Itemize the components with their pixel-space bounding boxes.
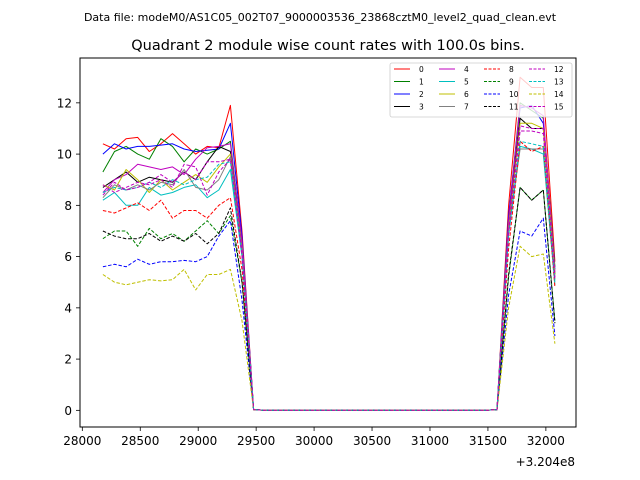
x-tick-label: 28500 xyxy=(121,434,159,448)
legend-label-6: 6 xyxy=(464,90,469,99)
legend-label-0: 0 xyxy=(419,65,424,74)
series-line-13 xyxy=(102,140,556,411)
series-line-3 xyxy=(102,117,556,411)
y-tick-label: 8 xyxy=(64,199,72,213)
legend-label-11: 11 xyxy=(509,103,519,112)
x-tick-label: 29500 xyxy=(237,434,275,448)
legend-label-13: 13 xyxy=(554,78,564,87)
y-tick-label: 10 xyxy=(57,148,72,162)
x-tick-label: 29000 xyxy=(179,434,217,448)
x-tick-label: 30000 xyxy=(295,434,333,448)
series-line-4 xyxy=(102,104,556,411)
plot-lines xyxy=(102,76,556,411)
legend-label-10: 10 xyxy=(509,90,519,99)
legend-label-3: 3 xyxy=(419,103,424,112)
series-line-12 xyxy=(102,130,556,411)
x-tick-label: 31000 xyxy=(411,434,449,448)
legend-label-1: 1 xyxy=(419,78,424,87)
x-offset-label: +3.204e8 xyxy=(516,455,575,469)
y-tick-label: 6 xyxy=(64,250,72,264)
x-tick-label: 32000 xyxy=(527,434,565,448)
legend-label-5: 5 xyxy=(464,78,469,87)
y-tick-label: 12 xyxy=(57,96,72,110)
legend-label-8: 8 xyxy=(509,65,514,74)
series-line-9 xyxy=(102,186,556,411)
series-line-1 xyxy=(102,102,556,411)
legend-box xyxy=(389,62,573,118)
series-line-15 xyxy=(102,125,556,411)
legend-label-4: 4 xyxy=(464,65,469,74)
legend-label-7: 7 xyxy=(464,103,469,112)
x-axis: 28000 28500 29000 29500 30000 30500 31000 31500… xyxy=(63,427,565,448)
x-tick-label: 28000 xyxy=(63,434,101,448)
series-line-14 xyxy=(102,245,556,411)
series-line-0 xyxy=(102,76,556,411)
y-tick-label: 0 xyxy=(64,404,72,418)
legend-label-12: 12 xyxy=(554,65,564,74)
series-line-11 xyxy=(102,186,556,411)
y-axis: 0 2 4 6 8 10 12 xyxy=(57,96,80,418)
legend-label-2: 2 xyxy=(419,90,424,99)
series-line-10 xyxy=(102,217,556,411)
y-tick-label: 4 xyxy=(64,301,72,315)
suptitle: Data file: modeM0/AS1C05_002T07_90000035… xyxy=(84,11,557,24)
legend-label-14: 14 xyxy=(554,90,564,99)
y-tick-label: 2 xyxy=(64,353,72,367)
x-tick-label: 30500 xyxy=(353,434,391,448)
series-line-6 xyxy=(102,122,556,411)
legend-label-15: 15 xyxy=(554,103,564,112)
chart-title: Quadrant 2 module wise count rates with … xyxy=(131,38,525,54)
plot-frame xyxy=(79,57,577,428)
series-line-2 xyxy=(102,104,556,411)
x-tick-label: 31500 xyxy=(469,434,507,448)
legend-label-9: 9 xyxy=(509,78,514,87)
